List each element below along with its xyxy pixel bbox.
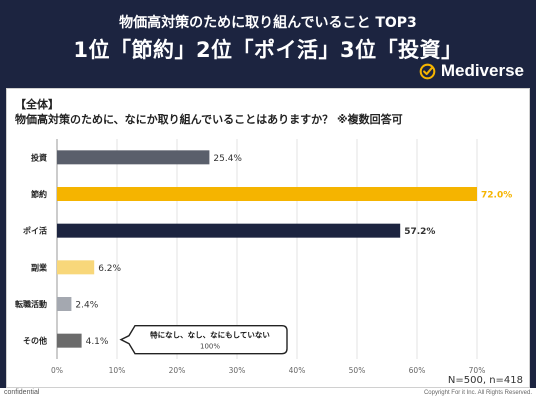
footer-confidential: confidential xyxy=(4,389,40,396)
x-tick-label: 70% xyxy=(469,366,486,375)
x-tick-label: 60% xyxy=(409,366,426,375)
category-label: その他 xyxy=(23,336,47,346)
x-tick-label: 40% xyxy=(289,366,306,375)
footer: confidential Copyright For it Inc. All R… xyxy=(0,388,536,402)
x-tick-label: 10% xyxy=(109,366,126,375)
title-line2: 1位「節約」2位「ポイ活」3位「投資」 xyxy=(73,38,463,62)
callout-value: 100% xyxy=(200,343,220,351)
bar xyxy=(57,223,401,238)
footer-copyright: Copyright For it Inc. All Rights Reserve… xyxy=(423,390,532,396)
category-label: 転職活動 xyxy=(15,299,47,309)
data-label: 57.2% xyxy=(404,227,435,237)
x-tick-label: 50% xyxy=(349,366,366,375)
question-text: 物価高対策のために、なにか取り組んでいることはありますか？ ※複数回答可 xyxy=(15,113,403,126)
bar xyxy=(57,260,95,275)
bar xyxy=(57,333,82,348)
callout-text: 特になし、なし、なにもしていない xyxy=(150,330,270,340)
sample-note: N=500, n=418 xyxy=(448,375,523,386)
title-line1: 物価高対策のために取り組んでいること TOP3 xyxy=(119,15,417,31)
header: 物価高対策のために取り組んでいること TOP3 1位「節約」2位「ポイ活」3位「… xyxy=(0,0,536,88)
category-label: 副業 xyxy=(31,262,48,272)
data-label: 2.4% xyxy=(75,301,98,311)
category-label: 投資 xyxy=(31,152,47,162)
check-circle-icon xyxy=(419,63,436,79)
x-tick-label: 0% xyxy=(51,366,63,375)
x-tick-label: 30% xyxy=(229,366,246,375)
data-label: 6.2% xyxy=(98,264,121,274)
bar-chart: 0% 10% 20% 30% 40% 50% 60% 70% 投資 25.4% 節約 72.0% ポイ活… xyxy=(15,139,523,386)
brand-logo: Mediverse xyxy=(419,61,524,81)
callout-box xyxy=(119,324,288,355)
data-label: 72.0% xyxy=(481,191,512,201)
bar xyxy=(57,150,210,165)
bar xyxy=(57,297,72,311)
category-label: ポイ活 xyxy=(23,226,47,236)
x-tick-label: 20% xyxy=(169,366,186,375)
bar xyxy=(57,187,477,201)
data-label: 4.1% xyxy=(86,337,109,347)
chart-panel: 【全体】 物価高対策のために、なにか取り組んでいることはありますか？ ※複数回答… xyxy=(6,88,530,388)
question-tag: 【全体】 xyxy=(15,98,59,111)
data-label: 25.4% xyxy=(213,154,242,164)
category-label: 節約 xyxy=(31,189,47,199)
brand-name: Mediverse xyxy=(440,61,524,80)
